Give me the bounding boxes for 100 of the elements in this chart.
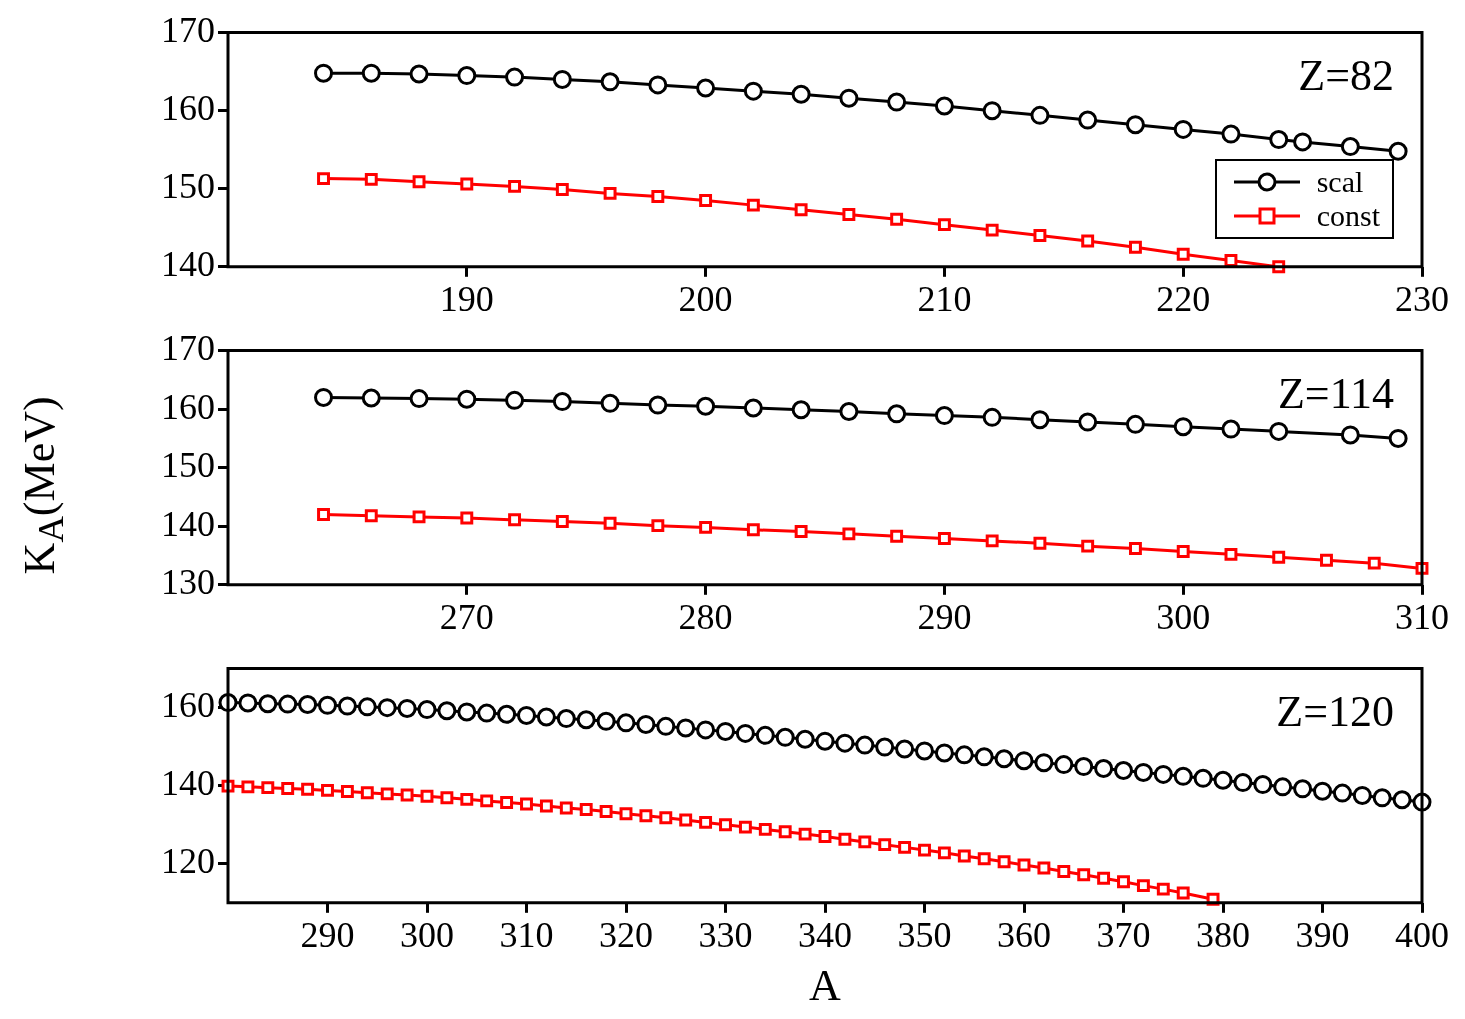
point xyxy=(1030,105,1050,125)
point xyxy=(1269,421,1289,441)
point xyxy=(508,179,522,193)
point xyxy=(619,807,633,821)
point xyxy=(364,509,378,523)
x-tick-label: 300 xyxy=(1156,596,1211,637)
legend-label: scal xyxy=(1316,164,1364,199)
point xyxy=(1388,428,1408,448)
y-tick-label: 150 xyxy=(161,166,215,207)
point xyxy=(420,789,434,803)
point xyxy=(648,395,668,415)
point xyxy=(261,781,275,795)
x-tick-label: 280 xyxy=(678,596,733,637)
point xyxy=(985,223,999,237)
point xyxy=(364,172,378,186)
point xyxy=(743,398,763,418)
y-tick-label: 160 xyxy=(161,386,215,427)
point xyxy=(1272,550,1286,564)
y-tick-label: 140 xyxy=(161,503,215,544)
point xyxy=(505,67,525,87)
point xyxy=(743,81,763,101)
point xyxy=(699,815,713,829)
point xyxy=(1221,419,1241,439)
point xyxy=(1037,861,1051,875)
point xyxy=(409,64,429,84)
point xyxy=(600,393,620,413)
point xyxy=(1367,556,1381,570)
y-tick-label: 160 xyxy=(161,88,215,129)
x-tick-label: 400 xyxy=(1395,914,1449,955)
point xyxy=(798,827,812,841)
point xyxy=(1117,875,1130,889)
point xyxy=(1081,539,1095,553)
point xyxy=(1340,137,1360,157)
point xyxy=(1293,132,1313,152)
point xyxy=(659,811,673,825)
point xyxy=(340,785,354,799)
x-tick-label: 210 xyxy=(917,278,972,319)
point xyxy=(440,791,454,805)
point xyxy=(457,66,477,86)
point xyxy=(360,786,374,800)
point xyxy=(639,809,653,823)
x-tick-label: 340 xyxy=(798,914,852,955)
y-tick-label: 140 xyxy=(161,244,215,285)
point xyxy=(839,88,859,108)
point xyxy=(791,84,811,104)
point xyxy=(1078,412,1098,432)
point xyxy=(1176,886,1190,900)
point xyxy=(1340,425,1360,445)
point xyxy=(977,852,991,866)
point xyxy=(918,843,931,857)
x-tick-label: 200 xyxy=(678,278,733,319)
point xyxy=(934,406,954,426)
point xyxy=(758,822,772,836)
point xyxy=(1388,141,1408,161)
point xyxy=(400,788,414,802)
point xyxy=(301,782,315,796)
point xyxy=(361,63,381,83)
point xyxy=(539,799,553,813)
point xyxy=(794,525,808,538)
annotation: Z=114 xyxy=(1277,369,1394,419)
point xyxy=(696,396,716,416)
y-tick-label: 160 xyxy=(161,685,215,726)
point xyxy=(520,797,533,811)
y-tick-label: 120 xyxy=(161,841,215,882)
point xyxy=(985,534,999,548)
point xyxy=(559,801,573,815)
point xyxy=(838,832,852,846)
x-tick-label: 370 xyxy=(1096,914,1151,955)
point xyxy=(1269,130,1289,150)
point xyxy=(1156,882,1170,896)
point xyxy=(552,69,572,89)
legend-label: const xyxy=(1316,198,1380,233)
point xyxy=(1224,547,1238,561)
point xyxy=(842,527,856,541)
point xyxy=(696,78,716,98)
point xyxy=(579,803,593,816)
point xyxy=(361,388,381,408)
point xyxy=(1320,553,1333,567)
point xyxy=(651,190,665,203)
point xyxy=(1097,871,1111,885)
x-tick-label: 270 xyxy=(439,596,494,637)
point xyxy=(878,838,892,852)
point xyxy=(1033,229,1047,243)
x-tick-label: 380 xyxy=(1196,914,1250,955)
point xyxy=(317,508,330,521)
y-tick-label: 170 xyxy=(161,328,215,369)
point xyxy=(937,218,951,232)
point xyxy=(982,101,1002,121)
point xyxy=(679,813,693,827)
x-tick-label: 310 xyxy=(499,914,554,955)
point xyxy=(460,177,474,191)
point xyxy=(699,520,713,534)
point xyxy=(1030,410,1050,430)
point xyxy=(1017,858,1031,872)
x-tick-label: 350 xyxy=(897,914,952,955)
point xyxy=(555,515,569,529)
y-tick-label: 170 xyxy=(161,10,215,51)
annotation: Z=120 xyxy=(1276,687,1394,737)
point xyxy=(818,829,832,843)
point xyxy=(842,208,856,221)
